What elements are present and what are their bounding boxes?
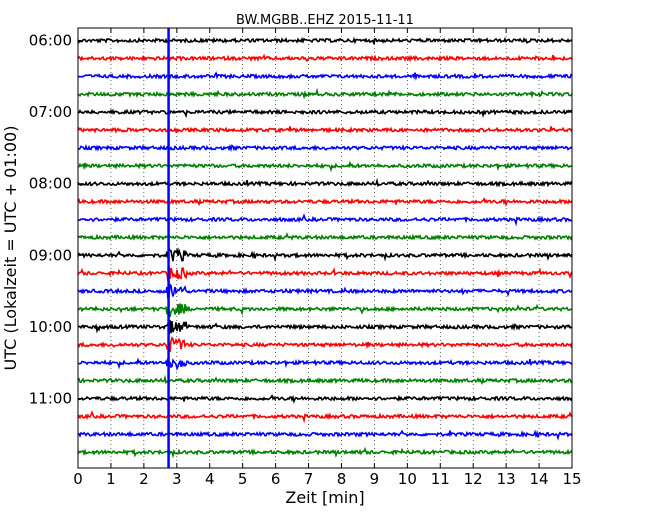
plot-frame — [77, 27, 573, 469]
trace-line — [77, 71, 573, 81]
trace-line — [77, 336, 573, 353]
y-tick-label: 08:00 — [29, 175, 72, 193]
x-tick-label: 12 — [464, 470, 483, 488]
trace-line — [77, 197, 573, 207]
trace-line — [77, 143, 573, 153]
x-tick-label: 7 — [304, 470, 314, 488]
x-tick-label: 1 — [106, 470, 116, 488]
y-axis-label: UTC (Lokalzeit = UTC + 01:00) — [1, 126, 20, 371]
trace-line — [77, 87, 573, 100]
trace-line — [77, 319, 573, 335]
x-tick-label: 3 — [172, 470, 182, 488]
x-tick-label: 9 — [370, 470, 380, 488]
trace-line — [77, 429, 573, 441]
trace-line — [77, 265, 573, 282]
trace-line — [77, 53, 573, 63]
y-tick-label: 06:00 — [29, 32, 72, 50]
y-tick-label: 11:00 — [29, 390, 72, 408]
x-tick-label: 5 — [238, 470, 248, 488]
trace-line — [77, 357, 573, 371]
trace-line — [77, 410, 573, 424]
trace-line — [77, 232, 573, 241]
x-tick-label: 10 — [398, 470, 417, 488]
trace-line — [77, 36, 573, 45]
x-tick-label: 4 — [205, 470, 215, 488]
trace-line — [77, 245, 573, 262]
trace-line — [77, 126, 573, 134]
trace-line — [77, 177, 573, 188]
trace-line — [77, 393, 573, 404]
x-tick-label: 15 — [562, 470, 581, 488]
x-tick-label: 6 — [271, 470, 281, 488]
trace-line — [77, 282, 573, 300]
trace-line — [77, 446, 573, 459]
y-tick-label: 07:00 — [29, 103, 72, 121]
trace-line — [77, 108, 573, 119]
y-axis-ticks: 06:00 07:00 08:00 09:00 10:00 11:00 — [29, 32, 572, 408]
grid — [110, 28, 540, 468]
x-tick-label: 11 — [431, 470, 450, 488]
x-tick-label: 8 — [337, 470, 347, 488]
x-tick-label: 0 — [73, 470, 83, 488]
trace-line — [77, 213, 573, 227]
trace-line — [77, 374, 573, 386]
x-axis-label: Zeit [min] — [285, 488, 364, 507]
x-tick-label: 2 — [139, 470, 149, 488]
x-tick-label: 14 — [530, 470, 549, 488]
x-tick-label: 13 — [497, 470, 516, 488]
chart-title: BW.MGBB..EHZ 2015-11-11 — [236, 13, 414, 28]
y-tick-label: 09:00 — [29, 246, 72, 264]
trace-line — [77, 160, 573, 173]
trace-line — [77, 303, 573, 318]
traces-group — [77, 36, 573, 459]
y-tick-label: 10:00 — [29, 318, 72, 336]
x-axis-ticks: 0 1 2 3 4 5 6 7 8 9 10 11 12 13 14 15 — [73, 28, 582, 488]
